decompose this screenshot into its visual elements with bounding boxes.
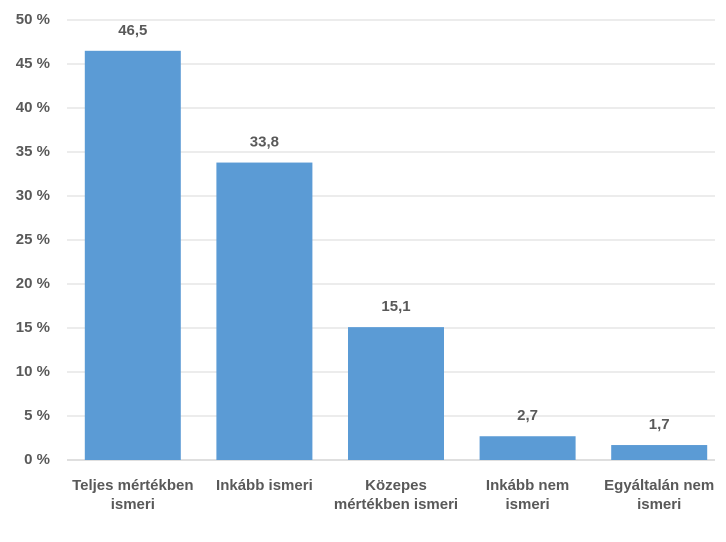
y-tick-label: 0 % xyxy=(24,451,50,468)
bar xyxy=(611,445,708,460)
value-label: 1,7 xyxy=(649,416,670,433)
bar xyxy=(479,436,576,460)
value-label: 33,8 xyxy=(250,134,279,151)
y-tick-label: 35 % xyxy=(16,143,50,160)
y-tick-label: 5 % xyxy=(24,407,50,424)
bar xyxy=(216,162,313,460)
value-label: 2,7 xyxy=(517,407,538,424)
value-label: 46,5 xyxy=(118,22,147,39)
y-tick-label: 20 % xyxy=(16,275,50,292)
y-tick-label: 30 % xyxy=(16,187,50,204)
y-tick-label: 45 % xyxy=(16,55,50,72)
bar xyxy=(348,327,444,460)
x-tick-label: Teljes mértékben ismeri xyxy=(72,477,194,513)
y-tick-label: 10 % xyxy=(16,363,50,380)
y-tick-label: 15 % xyxy=(16,319,50,336)
x-tick-label: Közepes mértékben ismeri xyxy=(333,477,459,513)
x-tick-label: Egyáltalán nem ismeri xyxy=(604,477,715,513)
x-tick-label: Inkább nem ismeri xyxy=(485,477,570,513)
value-label: 15,1 xyxy=(381,298,410,315)
x-tick-label: Inkább ismeri xyxy=(216,477,313,494)
y-tick-label: 40 % xyxy=(16,99,50,116)
y-tick-label: 50 % xyxy=(16,11,50,28)
bar xyxy=(84,50,181,461)
y-tick-label: 25 % xyxy=(16,231,50,248)
